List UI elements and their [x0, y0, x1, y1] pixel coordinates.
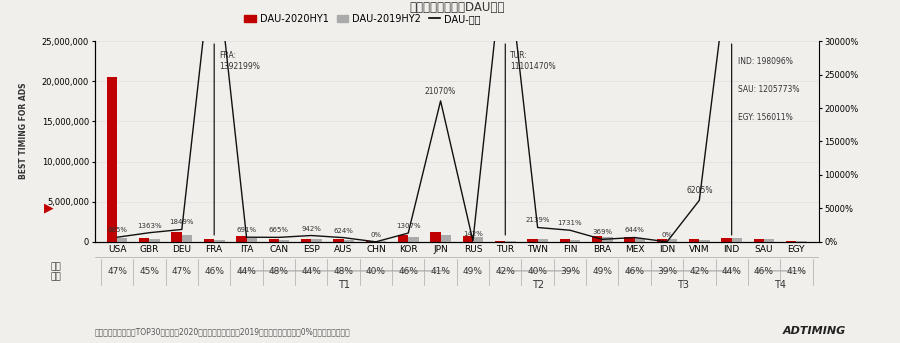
Bar [721, 238, 732, 242]
Text: 624%: 624% [334, 228, 354, 234]
Text: 44%: 44% [237, 267, 256, 276]
Text: ▶: ▶ [44, 201, 53, 214]
Text: 次留
率值: 次留 率值 [50, 262, 61, 281]
Text: 46%: 46% [398, 267, 418, 276]
Bar [376, 241, 386, 242]
Text: 142%: 142% [463, 231, 483, 237]
Text: FRA:
1392199%: FRA: 1392199% [219, 51, 260, 71]
Bar [732, 238, 742, 242]
Bar [796, 241, 806, 242]
Bar [753, 239, 764, 242]
Bar [365, 241, 376, 242]
Title: 生活模拟游戏各地DAU表现: 生活模拟游戏各地DAU表现 [410, 1, 504, 14]
Bar [117, 238, 128, 242]
Text: 21070%: 21070% [425, 86, 456, 96]
Text: 0%: 0% [662, 232, 672, 238]
Bar [560, 239, 570, 242]
Text: BEST TIMING FOR ADS: BEST TIMING FOR ADS [19, 82, 28, 179]
Text: 665%: 665% [269, 227, 289, 233]
Text: SAU: 1205773%: SAU: 1205773% [738, 85, 799, 94]
Bar [495, 241, 505, 242]
Text: 46%: 46% [204, 267, 224, 276]
Text: 685%: 685% [107, 227, 127, 233]
Text: 644%: 644% [625, 227, 644, 234]
Bar [333, 239, 344, 242]
Text: 46%: 46% [625, 267, 644, 276]
Text: 44%: 44% [302, 267, 321, 276]
Text: 369%: 369% [592, 229, 612, 235]
Text: 特殊说明：有的品类TOP30游戏均为2020年新游，所以会缺失2019年的数据，导致出现0%的环比变化情况。: 特殊说明：有的品类TOP30游戏均为2020年新游，所以会缺失2019年的数据，… [94, 327, 350, 336]
Bar [430, 232, 441, 242]
Bar [570, 240, 580, 242]
Bar [398, 235, 409, 242]
Text: 39%: 39% [657, 267, 677, 276]
Text: IND: 198096%: IND: 198096% [738, 57, 793, 66]
Bar [268, 239, 279, 242]
Bar [149, 239, 160, 242]
Bar [634, 238, 645, 242]
Text: 47%: 47% [172, 267, 192, 276]
Bar [172, 232, 182, 242]
Bar [441, 235, 451, 242]
Text: 40%: 40% [527, 267, 547, 276]
Text: T4: T4 [774, 280, 787, 290]
Text: 2139%: 2139% [526, 217, 550, 224]
Bar [409, 237, 419, 242]
Text: 49%: 49% [463, 267, 483, 276]
Bar [301, 239, 311, 242]
Text: 47%: 47% [107, 267, 127, 276]
Bar [527, 239, 537, 242]
Text: 48%: 48% [334, 267, 354, 276]
Bar [140, 238, 149, 242]
Text: 49%: 49% [592, 267, 612, 276]
Bar [786, 241, 796, 242]
Bar [472, 237, 483, 242]
Text: 41%: 41% [787, 267, 806, 276]
Bar [592, 236, 602, 242]
Text: T3: T3 [677, 280, 689, 290]
Text: 942%: 942% [302, 225, 321, 232]
Text: 39%: 39% [560, 267, 580, 276]
Text: 41%: 41% [430, 267, 451, 276]
Text: 48%: 48% [269, 267, 289, 276]
Bar [699, 239, 710, 242]
Text: 45%: 45% [140, 267, 159, 276]
Bar [602, 237, 613, 242]
Text: 40%: 40% [366, 267, 386, 276]
Bar [214, 240, 224, 242]
Text: T2: T2 [532, 280, 544, 290]
Bar [203, 239, 214, 242]
Text: 42%: 42% [495, 267, 515, 276]
Bar [537, 239, 548, 242]
Text: 6205%: 6205% [686, 186, 713, 195]
Text: 1731%: 1731% [558, 220, 582, 226]
Legend: DAU-2020HY1, DAU-2019HY2, DAU-环比: DAU-2020HY1, DAU-2019HY2, DAU-环比 [240, 10, 485, 28]
Text: 1849%: 1849% [169, 220, 194, 225]
Bar [344, 240, 354, 242]
Text: ADTIMING: ADTIMING [783, 326, 846, 336]
Text: TUR:
11101470%: TUR: 11101470% [510, 51, 555, 71]
Bar [667, 239, 678, 242]
Text: T1: T1 [338, 280, 349, 290]
Bar [625, 237, 634, 242]
Bar [311, 239, 321, 242]
Text: 0%: 0% [370, 232, 382, 238]
Bar [505, 241, 516, 242]
Text: 1307%: 1307% [396, 223, 420, 229]
Text: 44%: 44% [722, 267, 742, 276]
Text: 691%: 691% [237, 227, 256, 233]
Bar [764, 239, 774, 242]
Text: 1363%: 1363% [137, 223, 162, 229]
Text: 42%: 42% [689, 267, 709, 276]
Bar [236, 236, 247, 242]
Bar [657, 239, 667, 242]
Bar [247, 238, 256, 242]
Bar [689, 239, 699, 242]
Bar [463, 236, 473, 242]
Text: 46%: 46% [754, 267, 774, 276]
Text: EGY: 156011%: EGY: 156011% [738, 114, 793, 122]
Bar [107, 77, 117, 242]
Bar [182, 235, 193, 242]
Bar [279, 240, 289, 242]
